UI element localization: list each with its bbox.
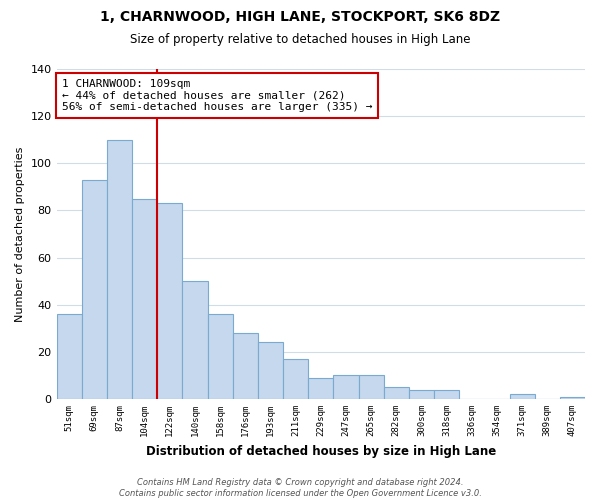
Bar — [434, 390, 459, 399]
Bar — [409, 390, 434, 399]
Bar — [334, 376, 359, 399]
Text: 1, CHARNWOOD, HIGH LANE, STOCKPORT, SK6 8DZ: 1, CHARNWOOD, HIGH LANE, STOCKPORT, SK6 … — [100, 10, 500, 24]
Bar — [308, 378, 334, 399]
Bar — [359, 376, 383, 399]
Bar — [56, 314, 82, 399]
Bar — [208, 314, 233, 399]
Bar — [258, 342, 283, 399]
Bar — [383, 388, 409, 399]
Bar — [560, 396, 585, 399]
Bar — [182, 281, 208, 399]
Text: 1 CHARNWOOD: 109sqm
← 44% of detached houses are smaller (262)
56% of semi-detac: 1 CHARNWOOD: 109sqm ← 44% of detached ho… — [62, 79, 373, 112]
Bar — [233, 333, 258, 399]
Y-axis label: Number of detached properties: Number of detached properties — [15, 146, 25, 322]
Text: Size of property relative to detached houses in High Lane: Size of property relative to detached ho… — [130, 32, 470, 46]
Bar — [509, 394, 535, 399]
Bar — [107, 140, 132, 399]
X-axis label: Distribution of detached houses by size in High Lane: Distribution of detached houses by size … — [146, 444, 496, 458]
Bar — [157, 204, 182, 399]
Bar — [132, 198, 157, 399]
Text: Contains HM Land Registry data © Crown copyright and database right 2024.
Contai: Contains HM Land Registry data © Crown c… — [119, 478, 481, 498]
Bar — [283, 359, 308, 399]
Bar — [82, 180, 107, 399]
